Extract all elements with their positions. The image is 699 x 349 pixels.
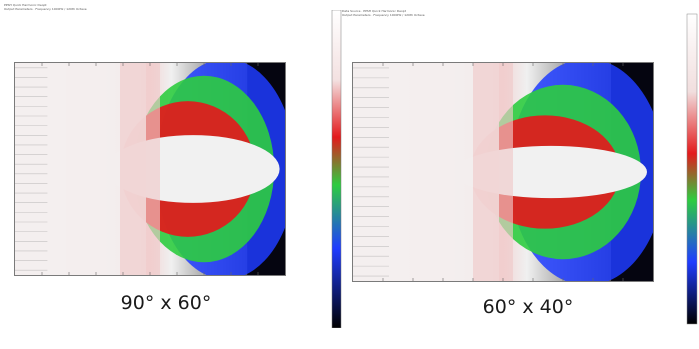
directivity-heatmap: [15, 63, 285, 275]
beamwidth-caption: 60° x 40°: [482, 296, 574, 318]
directivity-plot: [352, 62, 654, 282]
directivity-plot: [14, 62, 286, 276]
directivity-heatmap: [353, 63, 653, 281]
polar-panel-60x40: Data Source · PPSH Quick Harmonic Deopt …: [330, 0, 670, 349]
heatmap-bands: [353, 63, 653, 281]
polar-panel-90x60: PPSH Quick Harmonic Deopt Output Paramet…: [0, 0, 330, 349]
panel-header-line-1: Data Source · PPSH Quick Harmonic Deopt: [342, 9, 406, 13]
color-scale-bar: [331, 10, 342, 328]
partial-plot-edge: [686, 13, 698, 325]
panel-header-line-1: PPSH Quick Harmonic Deopt: [4, 3, 47, 7]
beamwidth-caption: 90° x 60°: [120, 292, 212, 314]
panel-header-line-2: Output Parameters · Frequency 1000Hz / 1…: [4, 7, 87, 11]
heatmap-bands: [15, 63, 285, 275]
panel-header-line-2: Output Parameters · Frequency 1000Hz / 1…: [342, 13, 425, 17]
